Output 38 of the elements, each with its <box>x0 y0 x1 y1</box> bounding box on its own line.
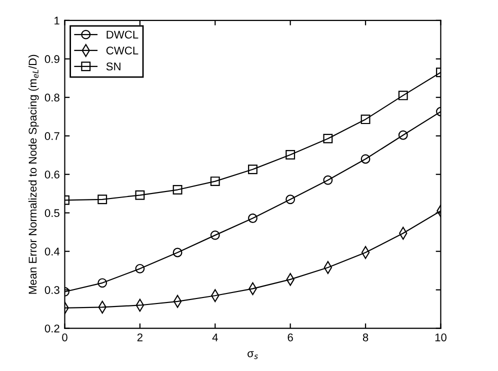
y-tick-label: 0.8 <box>44 94 60 102</box>
x-tick-label: 4 <box>212 334 218 342</box>
y-tick-label: 0.9 <box>44 55 60 64</box>
x-axis-title: σ$_{s}$ <box>248 351 258 360</box>
x-tick-label: 2 <box>137 333 142 342</box>
y-axis-title: Mean Error Normalized to Node Spacing (m$_{eL}$/D) <box>28 54 39 294</box>
point <box>323 134 333 144</box>
point <box>398 130 408 140</box>
point <box>286 194 296 204</box>
point <box>135 264 145 274</box>
y-tick-label: 0.7 <box>44 132 60 140</box>
legend-label: CWCL <box>106 46 138 54</box>
point <box>98 278 108 288</box>
legend-label: SN <box>106 62 120 70</box>
point <box>172 248 182 258</box>
y-tick-label: 0.4 <box>44 248 60 256</box>
point <box>248 164 258 174</box>
y-tick-label: 0.6 <box>44 170 60 179</box>
point <box>360 114 370 124</box>
x-tick-label: 0 <box>62 333 68 342</box>
point <box>286 150 296 160</box>
point <box>248 214 258 223</box>
point <box>98 194 108 204</box>
x-tick-label: 10 <box>435 333 446 342</box>
point <box>323 175 333 185</box>
point <box>172 185 182 194</box>
point <box>210 230 220 240</box>
legend-label: DWCL <box>106 30 138 39</box>
y-tick-label: 0.2 <box>44 324 60 332</box>
x-tick-label: 6 <box>288 333 293 342</box>
y-tick-label: 1 <box>54 16 60 24</box>
point <box>398 90 408 100</box>
y-tick-label: 0.5 <box>44 209 60 217</box>
point <box>360 154 370 164</box>
x-tick-label: 8 <box>362 333 368 342</box>
point <box>135 190 145 200</box>
point <box>210 176 220 186</box>
y-tick-label: 0.3 <box>44 286 60 294</box>
